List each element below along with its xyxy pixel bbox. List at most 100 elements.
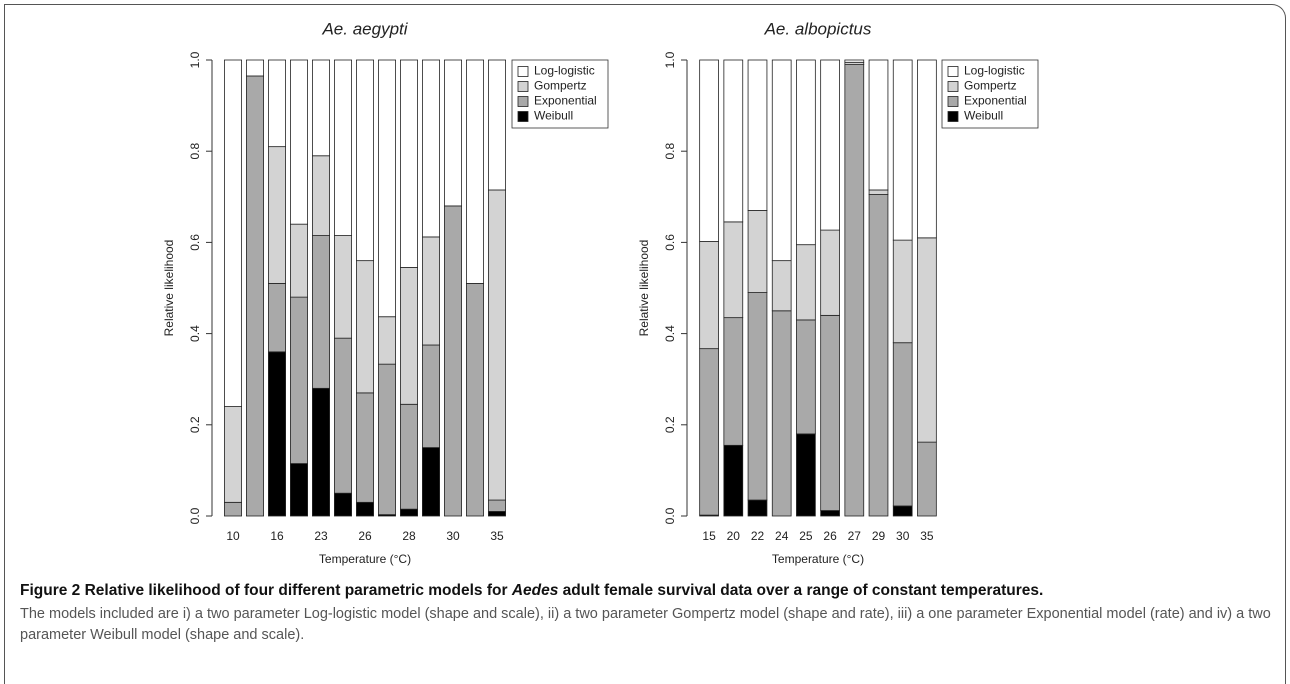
- y-axis-label: Relative likelihood: [637, 240, 651, 337]
- bar-segment: [796, 319, 816, 435]
- bar-segment: [378, 316, 396, 365]
- bar-segment: [488, 511, 506, 517]
- bar-segment: [747, 210, 768, 293]
- bar-segment: [771, 260, 792, 312]
- bar-segment: [312, 387, 330, 517]
- y-axis-label: Relative likelihood: [162, 240, 176, 337]
- bar-segment: [312, 59, 330, 157]
- bar-segment: [868, 189, 889, 195]
- caption-title: Figure 2 Relative likelihood of four dif…: [20, 582, 1275, 600]
- legend-label: Log-logistic: [964, 64, 1025, 78]
- legend-swatch: [947, 66, 959, 77]
- legend-label: Weibull: [964, 109, 1003, 123]
- legend-label: Exponential: [964, 94, 1027, 108]
- bar-segment: [820, 59, 840, 231]
- legend-label: Log-logistic: [534, 64, 595, 78]
- bar-segment: [356, 260, 374, 394]
- bar-segment: [917, 59, 937, 239]
- legend-label: Weibull: [534, 109, 573, 123]
- bar-segment: [334, 235, 352, 339]
- caption-title-italic: Aedes: [511, 582, 559, 599]
- legend-label: Exponential: [534, 94, 597, 108]
- bar-segment: [699, 59, 719, 242]
- bar-segment: [268, 351, 286, 517]
- bar-segment: [422, 59, 440, 238]
- bar-segment: [334, 492, 352, 517]
- bar-segment: [444, 59, 462, 207]
- bar-segment: [723, 317, 744, 446]
- bar-segment: [246, 75, 264, 517]
- bar-segment: [892, 59, 913, 241]
- bar-segment: [422, 447, 440, 517]
- chart-title: Ae. albopictus: [764, 19, 872, 38]
- bar-segment: [356, 501, 374, 517]
- bar-segment: [771, 59, 792, 262]
- bar-segment: [290, 296, 308, 464]
- bar-segment: [844, 59, 865, 63]
- caption-title-text: adult female survival data over a range …: [562, 582, 1044, 599]
- figure-label: Figure 2: [20, 582, 81, 599]
- y-tick-label: 0.4: [188, 325, 202, 342]
- bar-segment: [290, 223, 308, 298]
- bar-segment: [892, 239, 913, 344]
- bar-segment: [820, 229, 840, 316]
- bar-segment: [224, 406, 242, 503]
- bar-segment: [771, 310, 792, 517]
- bar-segment: [699, 348, 719, 516]
- y-tick-label: 0.6: [188, 234, 202, 251]
- x-tick-label: 15: [702, 529, 716, 543]
- x-tick-label: 30: [446, 529, 460, 543]
- bar-segment: [892, 505, 913, 517]
- bar-segment: [747, 59, 768, 211]
- bar-segment: [224, 59, 242, 407]
- y-tick-label: 1.0: [663, 51, 677, 68]
- bar-segment: [868, 59, 889, 191]
- legend-label: Gompertz: [964, 79, 1017, 93]
- bar-segment: [723, 59, 744, 223]
- bar-segment: [312, 235, 330, 389]
- bar-segment: [466, 59, 484, 284]
- legend-swatch: [947, 81, 959, 92]
- y-tick-label: 1.0: [188, 51, 202, 68]
- legend-swatch: [517, 81, 529, 92]
- bar-segment: [224, 501, 242, 517]
- x-tick-label: 25: [799, 529, 813, 543]
- y-tick-label: 0.8: [663, 143, 677, 160]
- x-tick-label: 28: [402, 529, 416, 543]
- bar-segment: [356, 59, 374, 262]
- y-tick-label: 0.6: [663, 234, 677, 251]
- bar-segment: [723, 444, 744, 517]
- legend-swatch: [517, 111, 529, 122]
- bar-segment: [466, 283, 484, 517]
- bar-segment: [334, 337, 352, 494]
- bar-segment: [268, 59, 286, 148]
- caption-body: The models included are i) a two paramet…: [20, 606, 1271, 643]
- bar-segment: [747, 292, 768, 501]
- x-tick-label: 22: [751, 529, 765, 543]
- x-tick-label: 29: [872, 529, 886, 543]
- bar-segment: [378, 59, 396, 318]
- caption-title-text: Relative likelihood of four different pa…: [84, 582, 508, 599]
- x-axis-label: Temperature (°C): [772, 552, 864, 566]
- bar-segment: [917, 237, 937, 443]
- x-tick-label: 30: [896, 529, 910, 543]
- bar-segment: [246, 59, 264, 77]
- bar-segment: [400, 59, 418, 268]
- bar-segment: [444, 205, 462, 517]
- legend-swatch: [947, 96, 959, 107]
- y-tick-label: 0.0: [188, 507, 202, 524]
- bar-segment: [820, 510, 840, 517]
- bar-segment: [699, 241, 719, 350]
- x-tick-label: 35: [490, 529, 504, 543]
- bar-segment: [796, 433, 816, 517]
- x-tick-label: 20: [727, 529, 741, 543]
- x-tick-label: 26: [358, 529, 372, 543]
- x-tick-label: 35: [920, 529, 934, 543]
- figure-frame: [4, 4, 1286, 684]
- bar-segment: [268, 283, 286, 353]
- bar-segment: [796, 244, 816, 321]
- bar-segment: [400, 403, 418, 510]
- bar-segment: [290, 463, 308, 517]
- bar-segment: [290, 59, 308, 225]
- bar-segment: [892, 342, 913, 507]
